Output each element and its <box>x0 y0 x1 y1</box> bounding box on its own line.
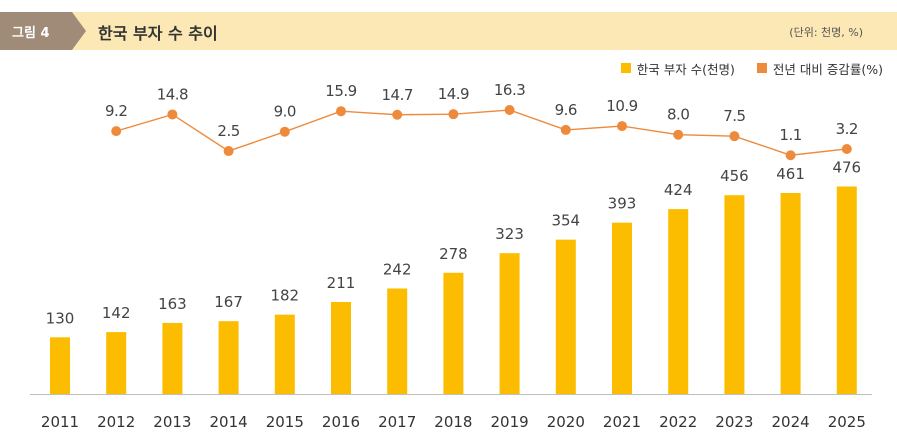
growth-rate-point-2020 <box>560 124 571 135</box>
bar-2018 <box>443 272 464 394</box>
growth-rate-point-2017 <box>392 109 403 120</box>
unit-note: (단위: 천명, %) <box>789 26 863 39</box>
bar-2024 <box>780 193 801 394</box>
figure-tag: 그림 4 <box>0 12 86 50</box>
growth-rate-label-2022: 8.0 <box>667 106 689 124</box>
x-tick-label-2013: 2013 <box>153 413 191 431</box>
legend-bar-label: 한국 부자 수(천명) <box>636 61 735 77</box>
growth-rate-label-2013: 14.8 <box>157 85 188 103</box>
chart-header: 그림 4 한국 부자 수 추이 (단위: 천명, %) <box>0 12 897 50</box>
bar-value-label-2019: 323 <box>495 225 524 243</box>
growth-rate-point-2015 <box>279 126 290 137</box>
bar-value-label-2012: 142 <box>102 304 131 322</box>
bar-2021 <box>612 222 632 394</box>
bar-value-label-2013: 163 <box>158 295 187 313</box>
bar-2025 <box>836 186 857 394</box>
legend-line-swatch <box>756 63 767 73</box>
growth-rate-point-2013 <box>167 109 178 120</box>
bar-value-label-2017: 242 <box>383 260 412 278</box>
bar-value-label-2018: 278 <box>439 245 468 263</box>
x-tick-label-2018: 2018 <box>434 413 472 431</box>
growth-rate-line <box>116 109 847 156</box>
bar-2022 <box>668 209 689 394</box>
x-tick-label-2015: 2015 <box>266 413 304 431</box>
growth-rate-label-2015: 9.0 <box>274 103 296 121</box>
x-tick-label-2011: 2011 <box>41 413 79 431</box>
bar-value-label-2011: 130 <box>46 309 75 327</box>
growth-rate-point-2025 <box>841 143 852 154</box>
legend: 한국 부자 수(천명) 전년 대비 증감률(%) <box>599 59 883 78</box>
growth-rate-point-2023 <box>729 131 740 142</box>
x-tick-label-2014: 2014 <box>210 413 248 431</box>
growth-rate-label-2019: 16.3 <box>494 81 525 99</box>
growth-rate-point-2016 <box>336 106 346 117</box>
x-tick-label-2019: 2019 <box>491 413 529 431</box>
x-tick-label-2016: 2016 <box>322 413 360 431</box>
bar-2020 <box>555 239 576 394</box>
growth-rate-label-2021: 10.9 <box>606 97 637 115</box>
growth-rate-point-2019 <box>504 105 515 115</box>
bar-value-label-2024: 461 <box>776 165 805 183</box>
bar-2014 <box>218 321 239 394</box>
growth-rate-label-2025: 3.2 <box>836 120 858 138</box>
growth-rate-point-2024 <box>785 150 796 161</box>
x-tick-label-2017: 2017 <box>378 413 416 431</box>
bar-2012 <box>106 332 127 394</box>
bar-2015 <box>274 314 295 394</box>
bar-value-label-2014: 167 <box>214 293 243 311</box>
growth-rate-label-2020: 9.6 <box>555 101 577 119</box>
growth-rate-label-2023: 7.5 <box>723 107 745 125</box>
bar-value-label-2016: 211 <box>327 274 356 292</box>
growth-rate-point-2018 <box>448 109 459 120</box>
growth-rate-label-2012: 9.2 <box>105 102 127 120</box>
bar-2019 <box>499 253 520 394</box>
growth-rate-label-2014: 2.5 <box>217 122 239 140</box>
bar-value-label-2022: 424 <box>664 181 693 199</box>
legend-bar: 한국 부자 수(천명) <box>620 59 735 78</box>
x-tick-label-2022: 2022 <box>659 413 697 431</box>
bar-2017 <box>387 288 408 394</box>
legend-bar-swatch <box>620 63 631 73</box>
growth-rate-label-2017: 14.7 <box>381 86 412 104</box>
growth-rate-label-2018: 14.9 <box>438 85 469 103</box>
bar-2016 <box>331 302 351 394</box>
growth-rate-point-2012 <box>111 126 122 137</box>
bar-value-label-2020: 354 <box>551 212 580 230</box>
growth-rate-label-2024: 1.1 <box>779 126 801 144</box>
legend-line-label: 전년 대비 증감률(%) <box>772 61 883 77</box>
growth-rate-point-2022 <box>673 129 684 140</box>
x-tick-label-2024: 2024 <box>772 413 810 431</box>
legend-line: 전년 대비 증감률(%) <box>756 59 883 78</box>
bar-value-label-2023: 456 <box>720 167 749 185</box>
growth-rate-point-2021 <box>617 121 627 132</box>
growth-rate-point-2014 <box>223 146 234 157</box>
bar-value-label-2025: 476 <box>832 158 861 176</box>
x-tick-label-2012: 2012 <box>97 413 135 431</box>
chart-title: 한국 부자 수 추이 <box>98 24 218 43</box>
bar-value-label-2021: 393 <box>608 195 637 213</box>
x-tick-label-2020: 2020 <box>547 413 585 431</box>
x-tick-label-2021: 2021 <box>603 413 641 431</box>
figure-label: 그림 4 <box>12 26 50 41</box>
bar-value-label-2015: 182 <box>270 287 299 305</box>
bar-2011 <box>50 337 70 394</box>
growth-rate-label-2016: 15.9 <box>325 82 356 100</box>
bar-2013 <box>162 322 183 394</box>
x-tick-label-2025: 2025 <box>828 413 866 431</box>
x-tick-label-2023: 2023 <box>715 413 753 431</box>
bar-2023 <box>724 195 745 394</box>
